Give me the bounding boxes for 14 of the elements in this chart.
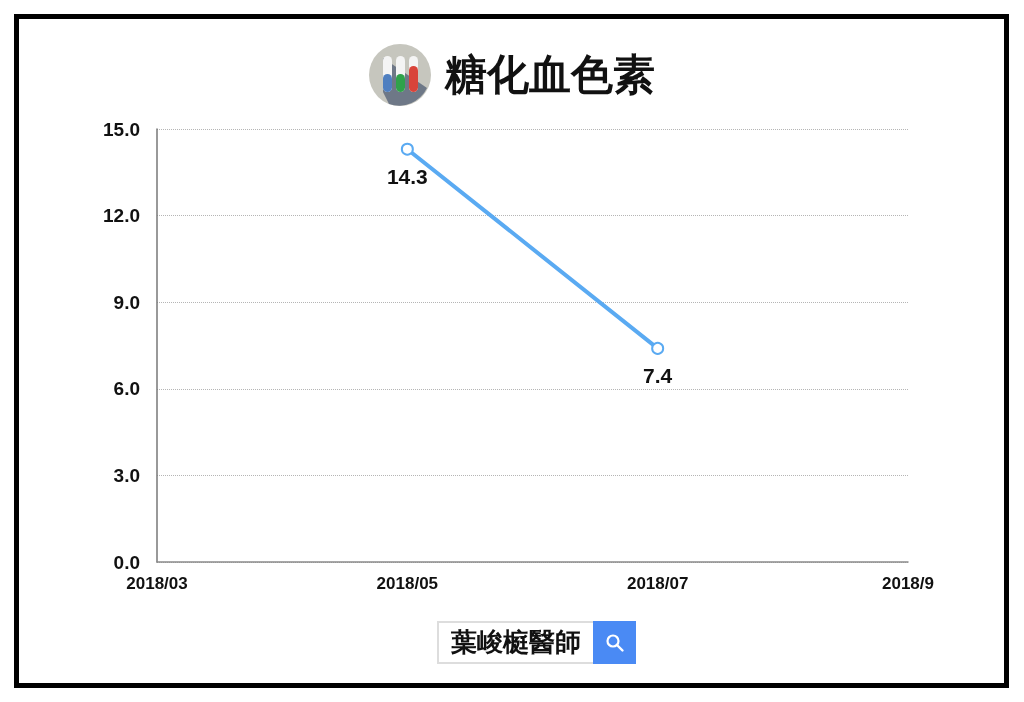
data-label: 7.4	[643, 363, 673, 387]
x-tick-label: 2018/03	[126, 574, 188, 593]
search-field: 葉峻榳醫師	[437, 621, 593, 664]
y-tick-label: 9.0	[113, 291, 140, 313]
x-tick-label: 2018/05	[376, 574, 439, 593]
y-tick-label: 0.0	[113, 551, 140, 573]
y-tick-label: 3.0	[113, 464, 140, 486]
y-tick-label: 12.0	[103, 205, 140, 227]
x-tick-label: 2018/9	[882, 574, 934, 593]
x-tick-label: 2018/07	[626, 574, 689, 593]
chart-title: 糖化血色素	[445, 49, 655, 101]
data-label: 14.3	[386, 164, 428, 188]
y-tick-label: 6.0	[113, 378, 140, 400]
y-tick-label: 15.0	[103, 118, 140, 140]
